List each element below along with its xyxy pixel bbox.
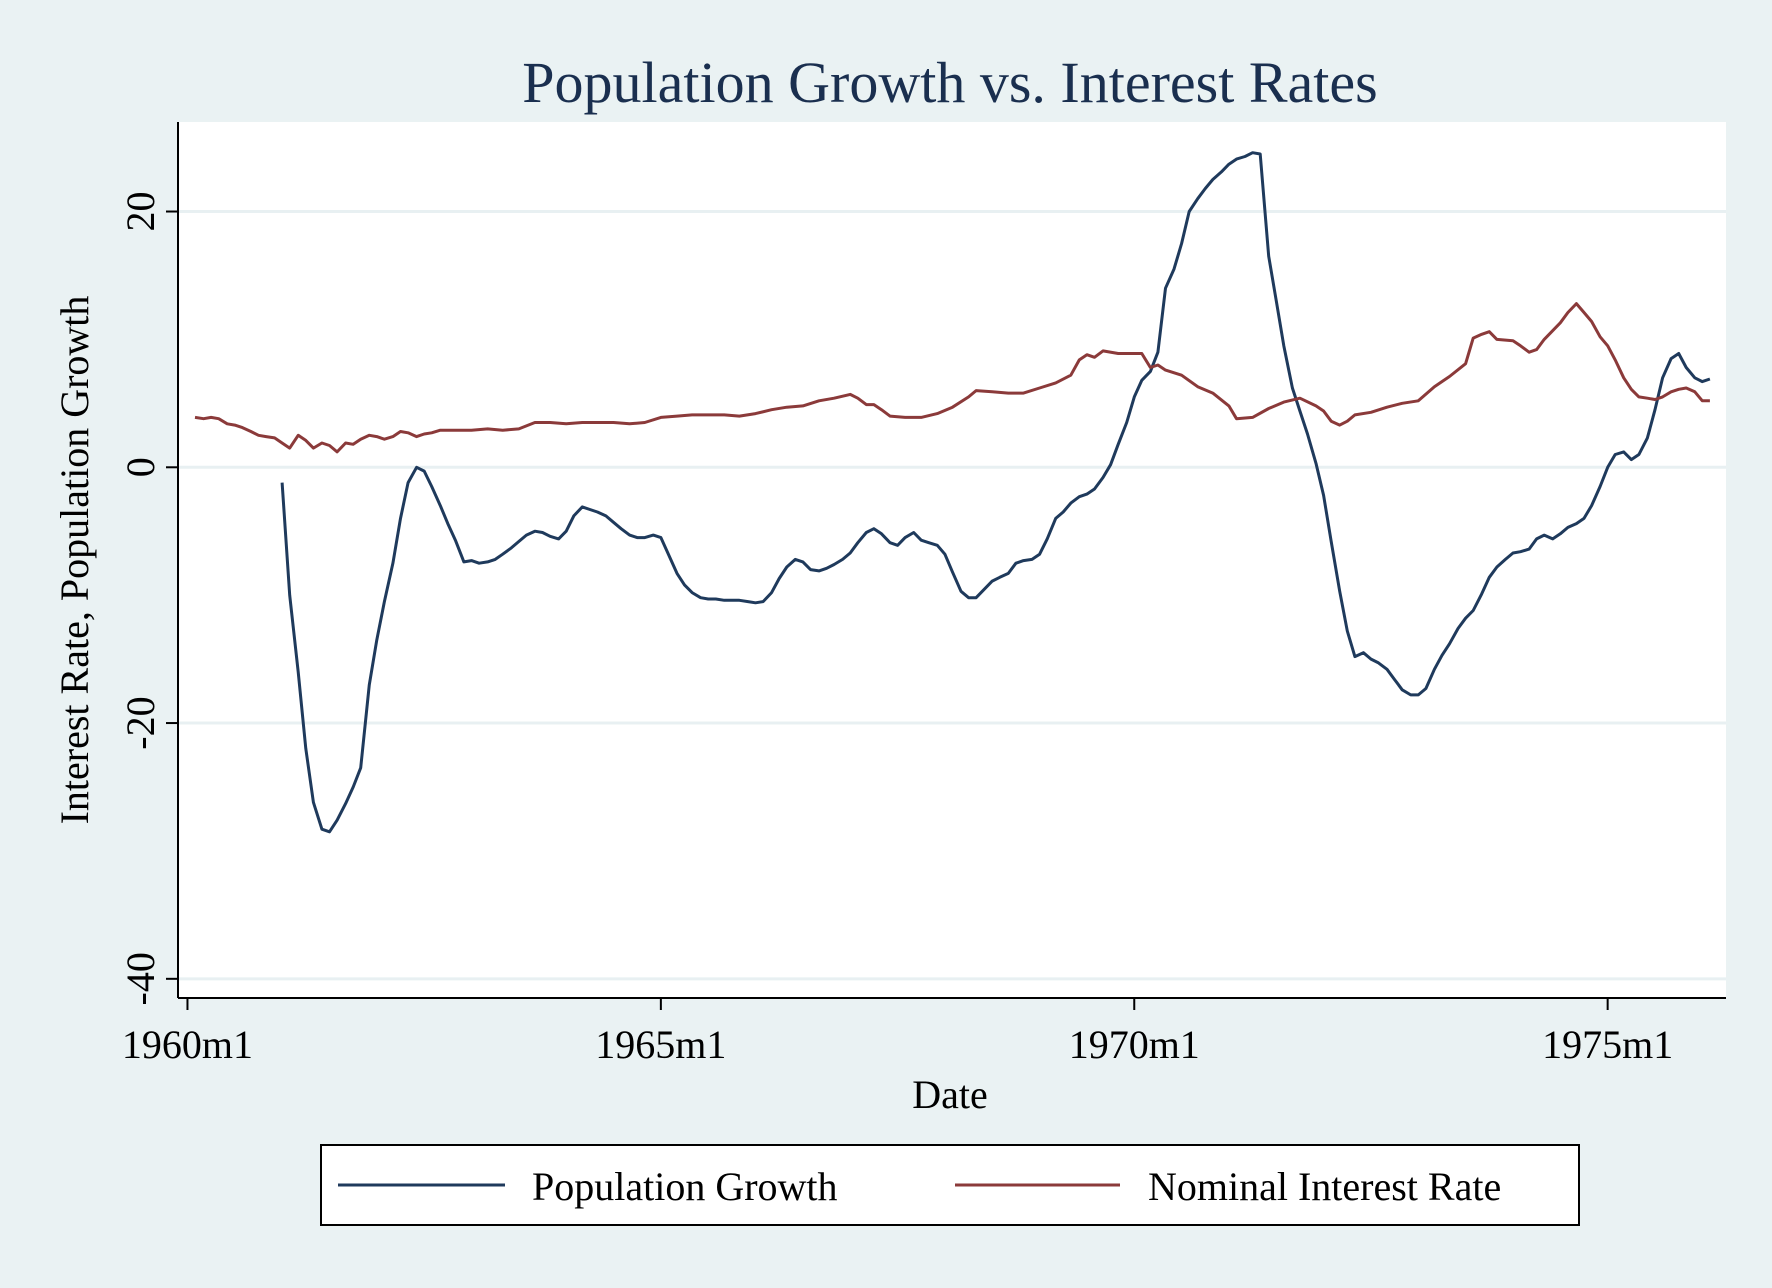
x-axis-title: Date (912, 1072, 988, 1117)
series-line-nominal-interest-rate (194, 302, 1710, 454)
legend-label-nominal-interest-rate: Nominal Interest Rate (1148, 1164, 1501, 1209)
legend: Population Growth Nominal Interest Rate (320, 1144, 1580, 1226)
y-axis-ticks: -40 -20 0 20 (118, 192, 178, 1005)
legend-label-population-growth: Population Growth (532, 1164, 838, 1209)
x-tick-label-2: 1970m1 (1069, 1022, 1200, 1067)
x-tick-label-3: 1975m1 (1542, 1022, 1673, 1067)
y-tick-label-1: -20 (118, 696, 163, 749)
x-tick-label-0: 1960m1 (122, 1022, 253, 1067)
chart-title: Population Growth vs. Interest Rates (522, 50, 1377, 115)
series-lines (194, 151, 1711, 834)
x-axis-ticks: 1960m1 1965m1 1970m1 1975m1 (122, 998, 1673, 1067)
y-tick-label-2: 0 (118, 457, 163, 477)
x-tick-label-1: 1965m1 (595, 1022, 726, 1067)
y-tick-label-0: -40 (118, 952, 163, 1005)
gridlines (178, 210, 1726, 981)
plot-area (178, 122, 1726, 998)
legend-box (320, 1144, 1580, 1226)
series-line-population-growth (280, 151, 1711, 834)
y-tick-label-3: 20 (118, 192, 163, 232)
y-axis-title: Interest Rate, Population Growth (52, 296, 97, 825)
